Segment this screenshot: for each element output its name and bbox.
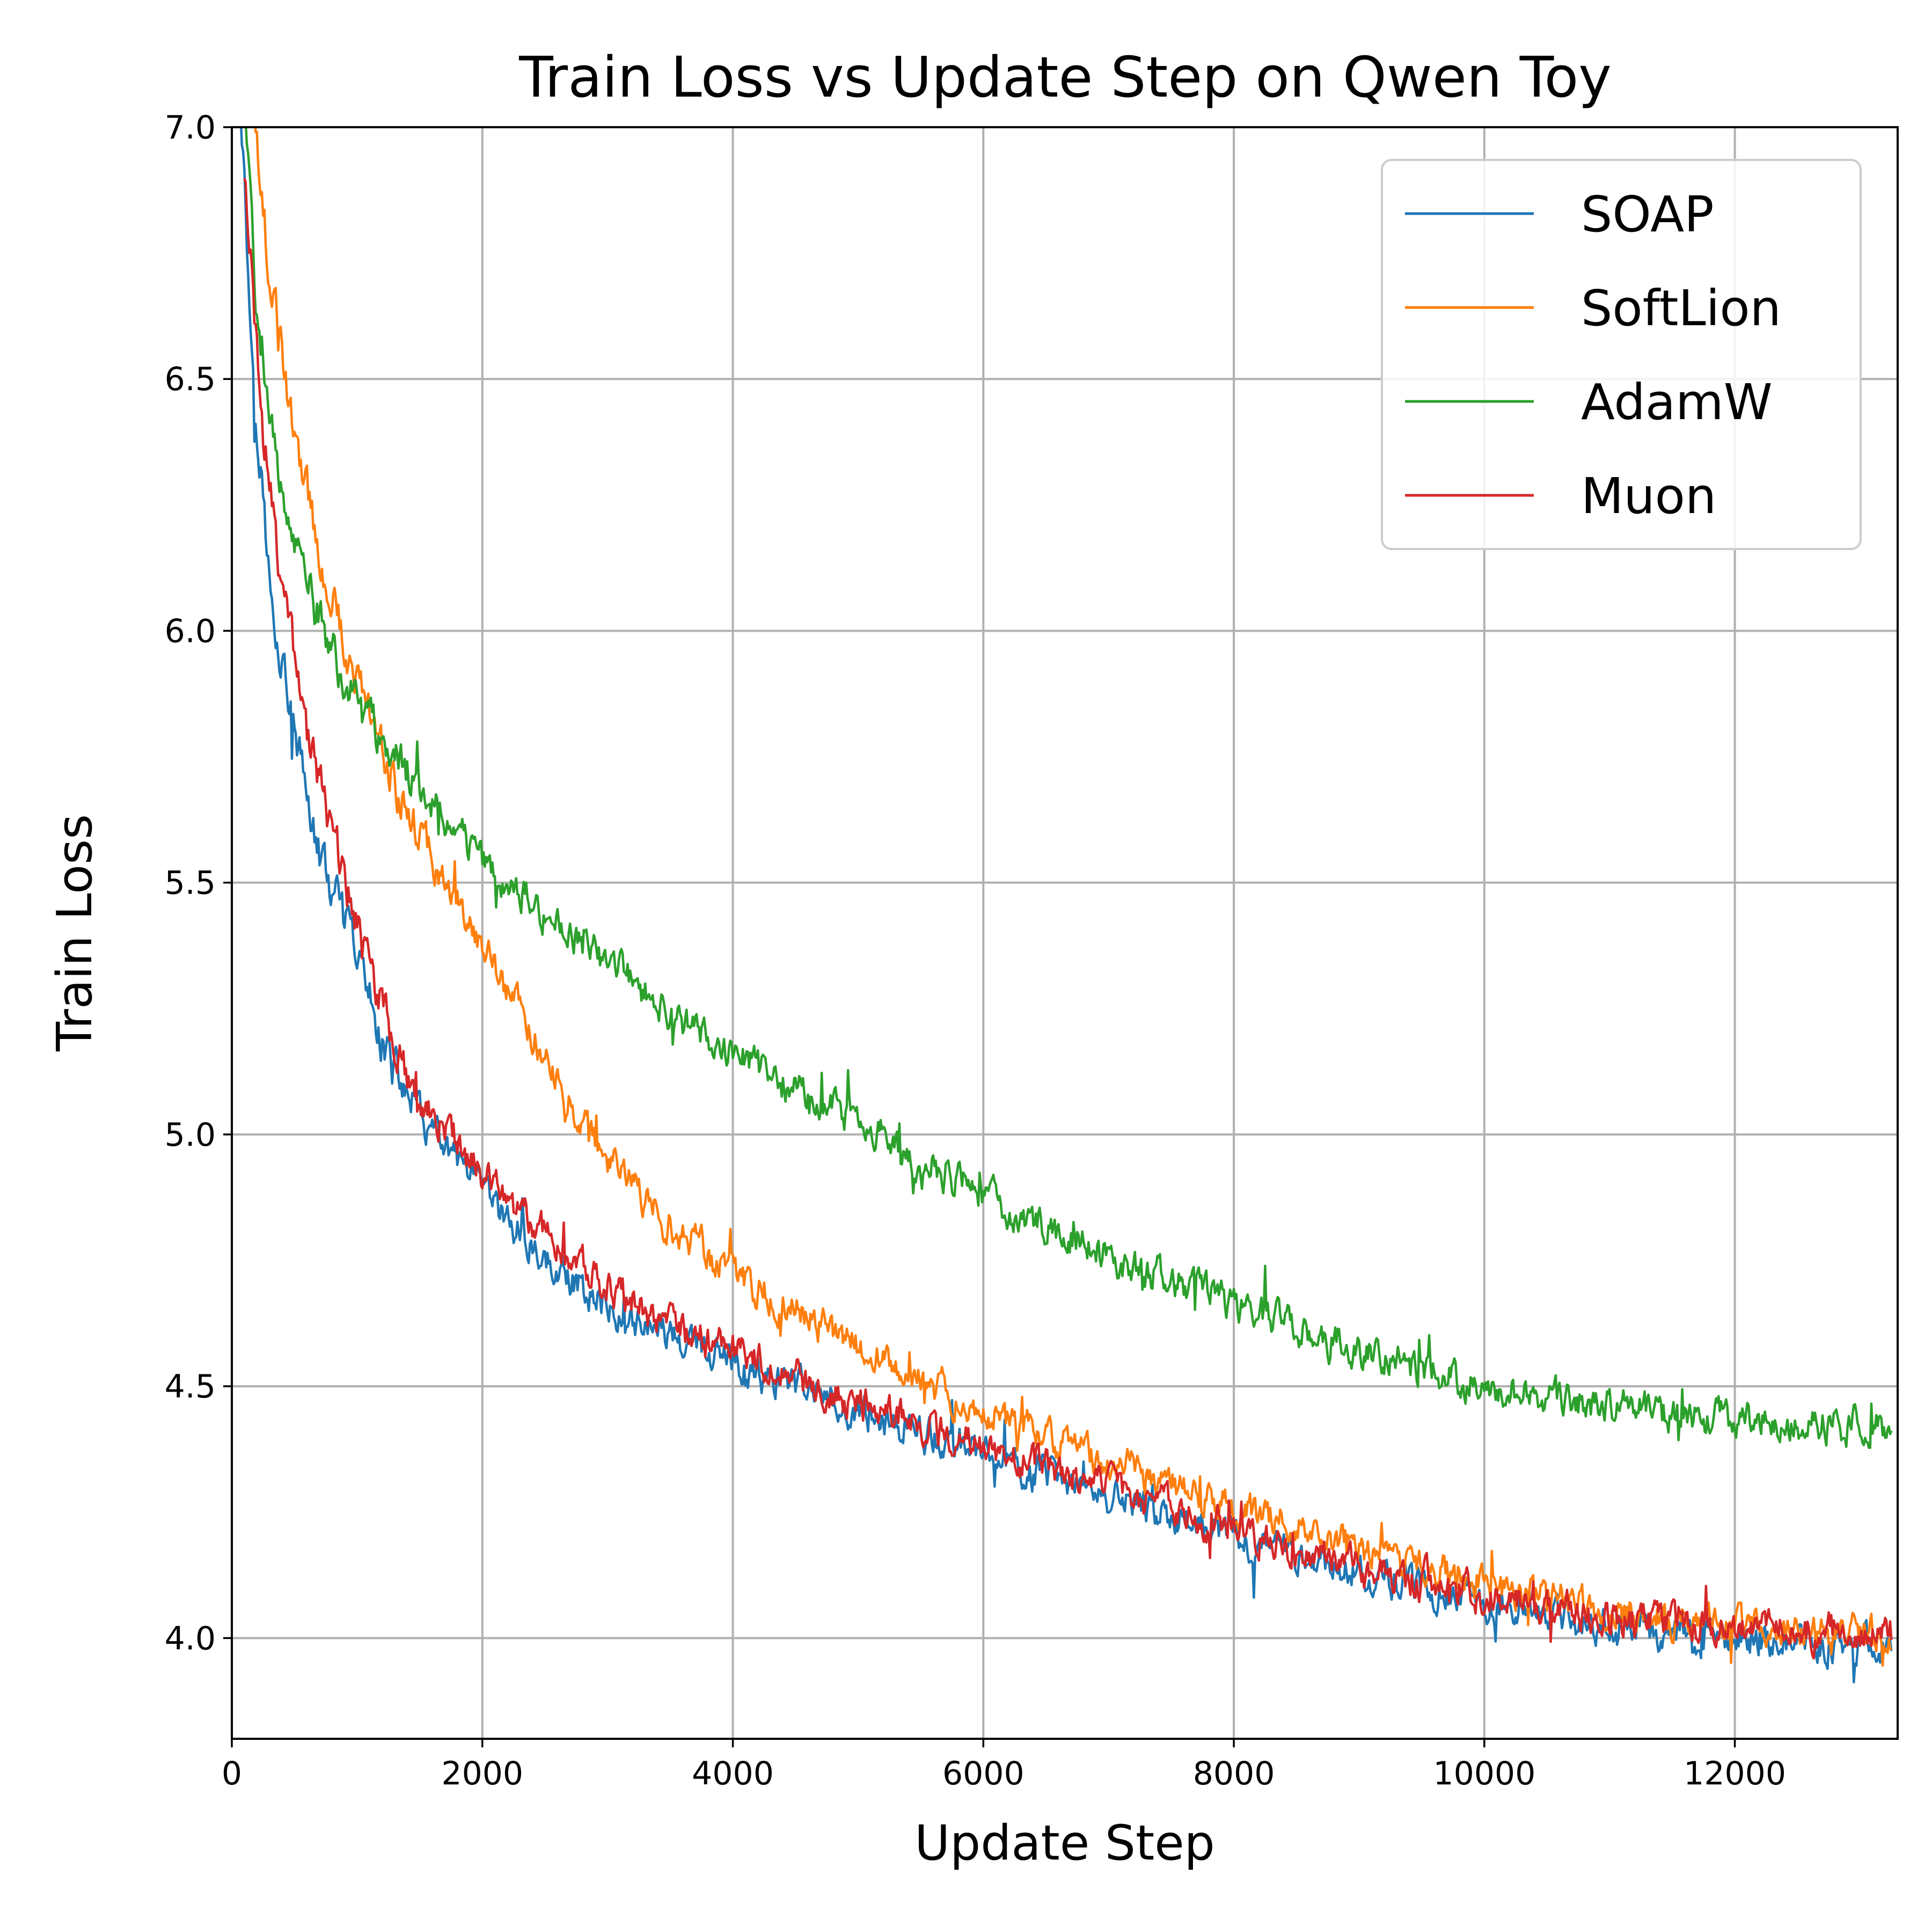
series-line-softlion: [254, 127, 1893, 1667]
legend-label-adamw: AdamW: [1581, 374, 1773, 431]
legend-box: [1381, 159, 1862, 550]
x-tick-label: 2000: [441, 1755, 523, 1792]
axis-ticks: 0 2000 4000 6000 8000 10000 12000 4.0 4.5 5.0 5.5 6…: [165, 109, 1786, 1792]
y-tick-label: 6.5: [165, 361, 216, 398]
y-tick-label: 6.0: [165, 612, 216, 650]
x-axis-label: Update Step: [914, 1815, 1214, 1871]
y-axis-label: Train Loss: [47, 814, 103, 1052]
series-line-adamw: [245, 127, 1893, 1449]
y-tick-label: 4.0: [165, 1620, 216, 1657]
x-tick-label: 4000: [692, 1755, 774, 1792]
y-tick-label: 5.5: [165, 865, 216, 902]
x-tick-label: 0: [222, 1755, 242, 1792]
x-tick-label: 12000: [1684, 1755, 1786, 1792]
y-tick-label: 7.0: [165, 109, 216, 147]
legend-label-softlion: SoftLion: [1581, 280, 1781, 337]
x-tick-label: 6000: [942, 1755, 1024, 1792]
x-tick-label: 8000: [1193, 1755, 1275, 1792]
series-line-muon: [243, 178, 1893, 1660]
plot-frame: [231, 126, 1899, 1740]
y-tick-label: 4.5: [165, 1368, 216, 1406]
plot-area: [240, 127, 1893, 1684]
x-tick-label: 10000: [1433, 1755, 1535, 1792]
chart-title: Train Loss vs Update Step on Qwen Toy: [518, 45, 1612, 110]
legend: SOAP SoftLion AdamW Muon: [1381, 159, 1862, 550]
y-tick-label: 5.0: [165, 1116, 216, 1154]
legend-label-soap: SOAP: [1581, 186, 1714, 243]
legend-label-muon: Muon: [1581, 467, 1716, 525]
